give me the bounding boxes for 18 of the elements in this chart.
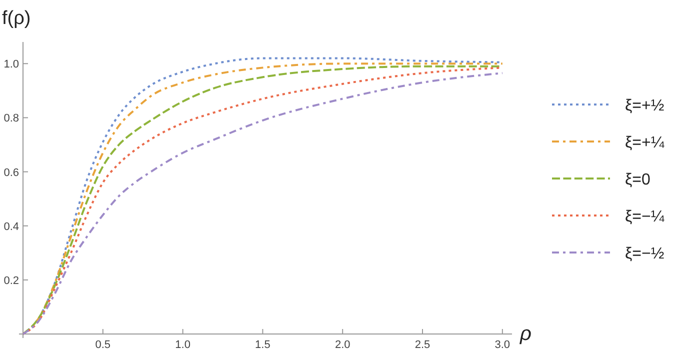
x-tick-label: 1.0 xyxy=(175,339,190,351)
legend-label: ξ=−½ xyxy=(625,246,664,262)
legend-label: ξ=−¼ xyxy=(625,208,665,226)
x-tick-label: 0.5 xyxy=(95,339,111,351)
x-tick-label: 3.0 xyxy=(494,339,510,351)
y-tick-label: 1.0 xyxy=(4,58,19,71)
legend-label: ξ=0 xyxy=(625,172,651,188)
x-tick-label: 2.5 xyxy=(414,339,430,351)
y-tick-label: 0.2 xyxy=(4,274,19,287)
y-tick-label: 0.8 xyxy=(4,112,19,125)
x-tick-label: 1.5 xyxy=(255,339,270,351)
legend-label: ξ=+½ xyxy=(625,98,664,114)
x-axis-title: ρ xyxy=(519,323,532,345)
x-tick-label: 2.0 xyxy=(334,339,350,351)
y-tick-label: 0.6 xyxy=(4,166,19,179)
y-tick-label: 0.4 xyxy=(4,220,19,233)
legend-label: ξ=+¼ xyxy=(625,134,665,152)
y-axis-title: f(ρ) xyxy=(2,8,31,29)
